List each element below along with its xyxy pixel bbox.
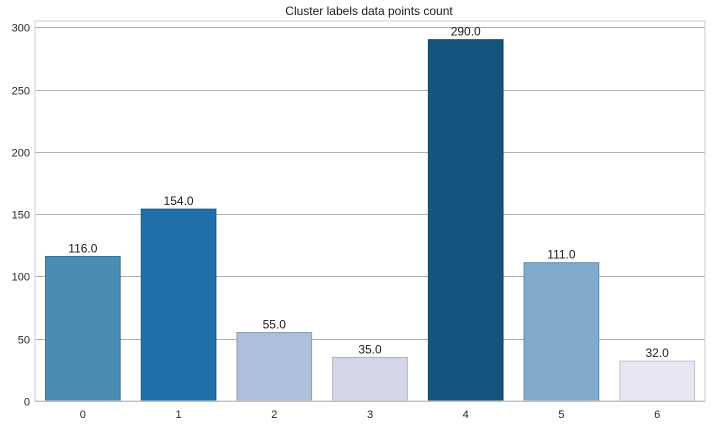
bars bbox=[45, 39, 695, 402]
x-tick-label: 0 bbox=[80, 409, 86, 421]
y-tick-label: 100 bbox=[12, 272, 30, 284]
bar-cluster-1 bbox=[140, 208, 217, 402]
data-label-cluster-5: 111.0 bbox=[547, 248, 576, 262]
bar-cluster-6 bbox=[619, 360, 695, 402]
y-tick-label: 150 bbox=[12, 210, 30, 222]
y-tick-label: 300 bbox=[12, 23, 30, 35]
bar-cluster-2 bbox=[236, 331, 313, 402]
y-tick-label: 250 bbox=[12, 86, 30, 98]
data-label-cluster-3: 35.0 bbox=[358, 342, 382, 356]
bar-cluster-5 bbox=[523, 262, 600, 402]
y-tick-label: 200 bbox=[12, 148, 30, 160]
data-label-cluster-2: 55.0 bbox=[263, 317, 287, 331]
plot-frame bbox=[34, 20, 706, 402]
data-label-cluster-1: 154.0 bbox=[164, 194, 194, 208]
data-label-cluster-0: 116.0 bbox=[68, 241, 97, 255]
x-tick-label: 5 bbox=[558, 409, 564, 421]
bar-cluster-3 bbox=[332, 356, 408, 402]
y-axis-ticks: 0 50 100 150 200 250 300 bbox=[12, 23, 30, 409]
x-tick-label: 2 bbox=[271, 409, 277, 421]
chart-title: Cluster labels data points count bbox=[285, 4, 453, 18]
data-label-cluster-6: 32.0 bbox=[645, 346, 669, 360]
data-label-cluster-4: 290.0 bbox=[451, 25, 481, 39]
data-labels: 116.0 154.0 55.0 35.0 290.0 111.0 32.0 bbox=[68, 25, 669, 360]
x-tick-label: 1 bbox=[176, 409, 182, 421]
x-tick-label: 4 bbox=[463, 409, 469, 421]
y-tick-label: 50 bbox=[18, 335, 30, 347]
x-tick-label: 6 bbox=[654, 409, 660, 421]
bar-cluster-4 bbox=[427, 39, 504, 402]
bar-cluster-0 bbox=[45, 255, 121, 402]
x-axis-ticks: 0 1 2 3 4 5 6 bbox=[80, 409, 660, 421]
y-tick-label: 0 bbox=[24, 397, 30, 409]
x-tick-label: 3 bbox=[367, 409, 373, 421]
